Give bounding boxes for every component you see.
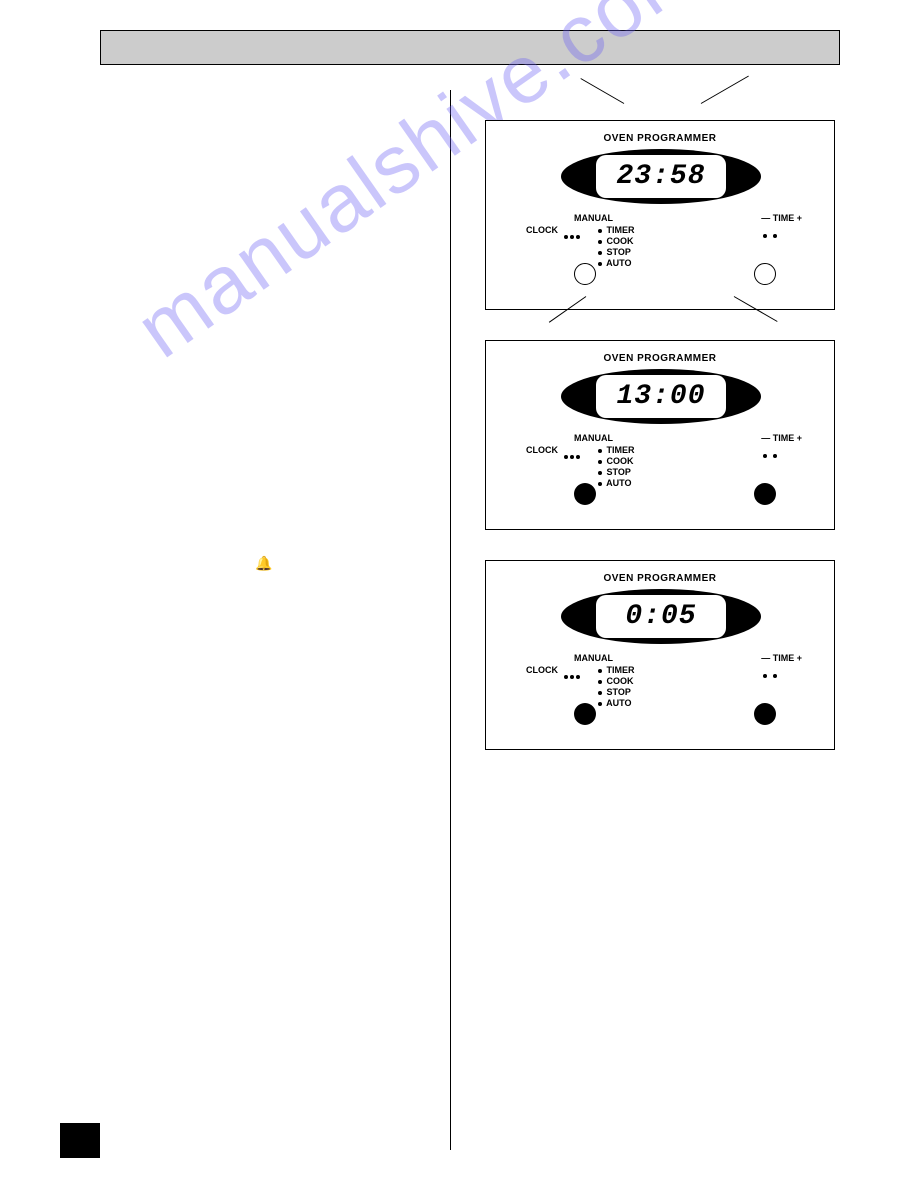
clock-label: CLOCK [526,665,558,675]
programmer-panel-3: OVEN PROGRAMMER 0:05 MANUAL CLOCK TIMER … [485,560,835,750]
lcd-inner: 23:58 [596,155,726,198]
lcd-display: 13:00 [561,369,761,424]
menu-item: COOK [607,236,634,246]
lcd-display: 23:58 [561,149,761,204]
menu-item: STOP [607,467,631,477]
clock-label: CLOCK [526,445,558,455]
clock-dots [564,668,582,686]
function-knob[interactable] [574,483,596,505]
lcd-display: 0:05 [561,589,761,644]
title-bar [100,30,840,65]
lcd-inner: 0:05 [596,595,726,638]
panel-title: OVEN PROGRAMMER [486,573,834,584]
lcd-time: 23:58 [616,161,705,192]
programmer-panel-2: OVEN PROGRAMMER 13:00 MANUAL CLOCK TIMER… [485,340,835,530]
function-knob[interactable] [574,703,596,725]
clock-dots [564,448,582,466]
clock-dots [564,228,582,246]
column-divider [450,90,451,1150]
time-knob[interactable] [754,263,776,285]
time-label: — TIME + [761,653,802,663]
programmer-panel-1: OVEN PROGRAMMER 23:58 MANUAL CLOCK TIMER… [485,120,835,310]
time-dots [763,667,779,685]
menu-item: COOK [607,676,634,686]
menu-item: AUTO [606,258,631,268]
clock-label: CLOCK [526,225,558,235]
lcd-time: 0:05 [625,601,696,632]
panel-title: OVEN PROGRAMMER [486,133,834,144]
menu-item: COOK [607,456,634,466]
menu-item: TIMER [607,225,635,235]
time-knob[interactable] [754,483,776,505]
lcd-time: 13:00 [616,381,705,412]
function-knob[interactable] [574,263,596,285]
time-dots [763,447,779,465]
menu-item: TIMER [607,445,635,455]
annotation-line [549,296,586,323]
time-knob[interactable] [754,703,776,725]
menu-column: TIMER COOK STOP AUTO [598,665,635,709]
panel-title: OVEN PROGRAMMER [486,353,834,364]
menu-column: TIMER COOK STOP AUTO [598,445,635,489]
time-label: — TIME + [761,213,802,223]
page: manualshive.com 🔔 OVEN PROGRAMMER 23:58 … [0,0,918,1188]
bell-icon: 🔔 [255,555,272,572]
manual-label: MANUAL [574,213,613,223]
menu-item: AUTO [606,698,631,708]
lcd-inner: 13:00 [596,375,726,418]
manual-label: MANUAL [574,433,613,443]
page-number-box [60,1123,100,1158]
annotation-line [580,78,624,104]
annotation-line [701,76,749,104]
time-dots [763,227,779,245]
menu-item: TIMER [607,665,635,675]
menu-item: STOP [607,247,631,257]
annotation-line [734,296,778,322]
menu-item: STOP [607,687,631,697]
menu-column: TIMER COOK STOP AUTO [598,225,635,269]
manual-label: MANUAL [574,653,613,663]
time-label: — TIME + [761,433,802,443]
menu-item: AUTO [606,478,631,488]
